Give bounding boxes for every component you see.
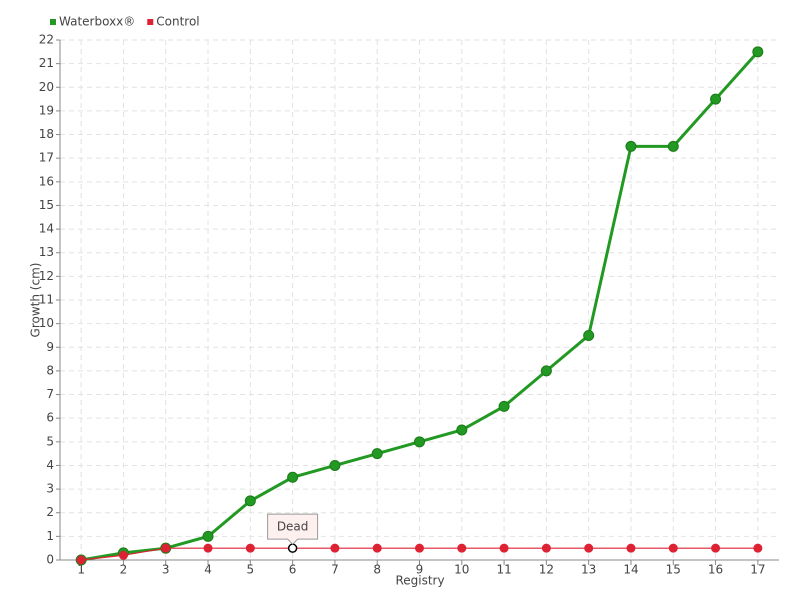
data-point (498, 400, 510, 412)
x-tick-label: 12 (539, 563, 554, 577)
y-tick-label: 21 (39, 56, 54, 70)
data-point (583, 329, 595, 341)
y-tick-label: 6 (46, 411, 54, 425)
data-point (668, 543, 678, 553)
data-point (244, 495, 256, 507)
x-tick-label: 8 (373, 563, 381, 577)
data-point (752, 46, 764, 58)
data-point (415, 543, 424, 553)
annotation-box (267, 513, 319, 545)
y-tick-label: 5 (46, 434, 54, 448)
data-point (118, 550, 128, 560)
x-tick-label: 15 (666, 563, 681, 577)
y-tick-label: 12 (39, 269, 54, 283)
y-tick-label: 11 (39, 293, 54, 307)
y-tick-label: 16 (39, 174, 54, 188)
annotation-text: Dead (277, 520, 309, 534)
x-tick-label: 16 (708, 563, 723, 577)
data-point (202, 530, 214, 542)
x-tick-label: 1 (77, 563, 85, 577)
data-point (499, 543, 509, 553)
y-tick-label: 10 (39, 316, 54, 330)
y-tick-label: 3 (46, 482, 54, 496)
legend-swatch (50, 19, 56, 25)
data-point (457, 543, 467, 553)
x-tick-label: 6 (289, 563, 297, 577)
data-point (584, 543, 594, 553)
data-point (456, 424, 468, 436)
x-tick-label: 4 (204, 563, 212, 577)
y-axis-title: Growth (cm) (29, 263, 43, 338)
y-tick-label: 17 (39, 151, 54, 165)
y-tick-label: 15 (39, 198, 54, 212)
x-tick-label: 2 (120, 563, 128, 577)
y-tick-label: 18 (39, 127, 54, 141)
y-tick-label: 19 (39, 103, 54, 117)
x-tick-label: 9 (416, 563, 424, 577)
data-point (329, 459, 341, 471)
y-tick-label: 22 (39, 33, 54, 47)
data-point (753, 543, 763, 553)
legend-label: Control (156, 15, 199, 29)
data-point (540, 365, 552, 377)
data-point (626, 543, 636, 553)
x-tick-label: 3 (162, 563, 170, 577)
y-tick-label: 7 (46, 387, 54, 401)
data-point (414, 436, 425, 448)
data-point (245, 543, 255, 553)
x-tick-label: 14 (623, 563, 638, 577)
y-tick-label: 13 (39, 245, 54, 259)
x-tick-label: 13 (581, 563, 596, 577)
y-tick-label: 0 (46, 553, 54, 567)
data-point (76, 555, 86, 565)
data-point (287, 543, 298, 553)
y-tick-label: 14 (39, 222, 54, 236)
x-axis-title: Registry (395, 574, 444, 588)
y-tick-label: 9 (46, 340, 54, 354)
x-tick-label: 11 (496, 563, 511, 577)
y-tick-label: 4 (46, 458, 54, 472)
legend-swatch (147, 19, 154, 25)
data-point (287, 471, 299, 483)
y-tick-label: 1 (46, 529, 54, 543)
data-point (203, 543, 213, 553)
data-point (667, 140, 679, 152)
legend-label: Waterboxx® (59, 15, 135, 29)
data-point (541, 543, 551, 553)
data-point (710, 93, 722, 105)
data-point (371, 448, 383, 460)
y-tick-label: 20 (39, 80, 54, 94)
data-point (372, 543, 382, 553)
x-tick-label: 5 (247, 563, 255, 577)
x-tick-label: 7 (331, 563, 339, 577)
x-tick-label: 17 (750, 563, 765, 577)
data-point (330, 543, 340, 553)
data-point (711, 543, 721, 553)
data-point (625, 140, 637, 152)
y-tick-label: 8 (46, 363, 54, 377)
data-point (161, 543, 171, 553)
x-tick-label: 10 (454, 563, 469, 577)
y-tick-label: 2 (46, 505, 54, 519)
